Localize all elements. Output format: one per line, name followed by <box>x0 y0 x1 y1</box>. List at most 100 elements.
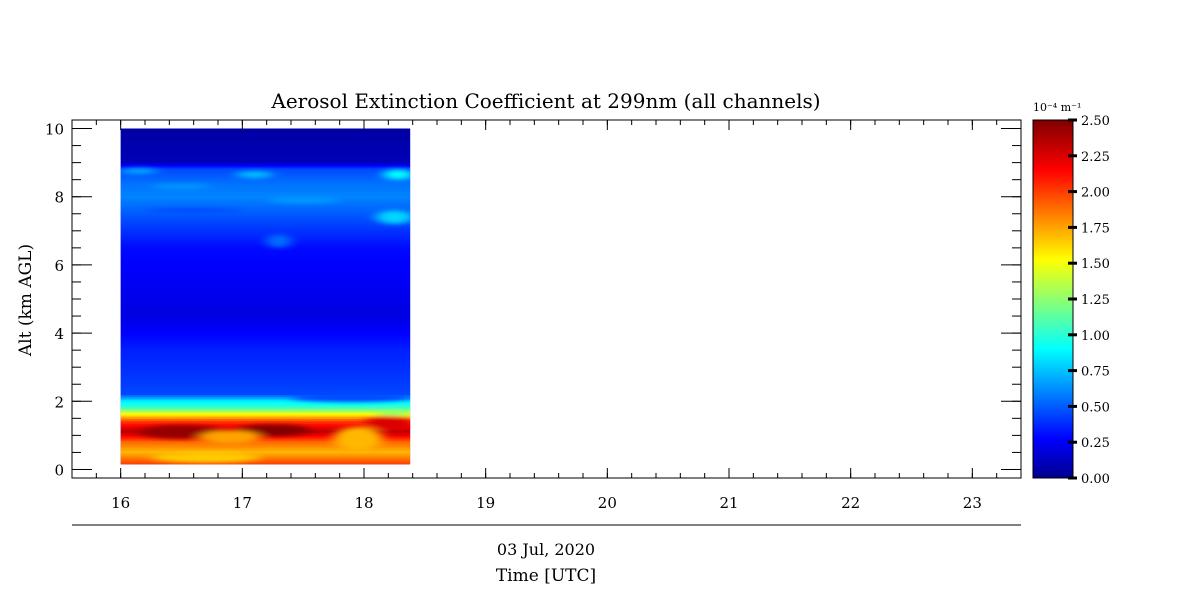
heatmap-cell <box>120 217 411 220</box>
heatmap-cell <box>120 181 411 184</box>
heatmap-cell <box>120 399 411 402</box>
chart-title: Aerosol Extinction Coefficient at 299nm … <box>270 89 820 113</box>
heatmap-cell <box>120 143 411 147</box>
heatmap-cell <box>120 135 411 138</box>
heatmap-cell <box>120 242 411 246</box>
heatmap-cell <box>120 186 411 189</box>
y-tick-label: 2 <box>54 393 64 411</box>
heatmap-cell <box>120 275 411 278</box>
heatmap-cell <box>120 176 411 179</box>
heatmap-cell <box>120 333 411 336</box>
heatmap-cell <box>120 162 411 165</box>
heatmap-cell <box>120 358 411 361</box>
y-tick-label: 4 <box>54 325 64 343</box>
x-axis-label: Time [UTC] <box>496 566 596 586</box>
heatmap-cell <box>120 454 411 457</box>
heatmap-feature <box>151 452 261 463</box>
heatmap-cell <box>120 309 411 312</box>
heatmap-feature <box>266 234 292 248</box>
heatmap-cell <box>120 159 411 162</box>
heatmap-cell <box>120 460 411 464</box>
heatmap-cell <box>120 227 411 230</box>
heatmap-cell <box>120 210 411 213</box>
heatmap-cell <box>120 140 411 143</box>
heatmap-feature <box>145 208 243 213</box>
heatmap-cell <box>120 285 411 288</box>
heatmap-cell <box>120 389 411 392</box>
heatmap-cell <box>120 288 411 292</box>
heatmap-cell <box>120 360 411 363</box>
heatmap-cell <box>120 268 411 271</box>
heatmap-cell <box>120 222 411 225</box>
heatmap-cell <box>120 353 411 356</box>
heatmap-cell <box>120 457 411 460</box>
heatmap-cell <box>120 201 411 205</box>
heatmap-cell <box>120 355 411 358</box>
heatmap-cell <box>120 408 411 411</box>
heatmap-cell <box>120 164 411 167</box>
heatmap-feature <box>236 171 273 178</box>
heatmap-cell <box>120 316 411 319</box>
heatmap-cell <box>120 350 411 353</box>
heatmap-cell <box>120 208 411 211</box>
heatmap-cell <box>120 166 411 169</box>
x-tick-label: 21 <box>719 494 738 512</box>
heatmap-cell <box>120 205 411 208</box>
heatmap-cell <box>120 297 411 300</box>
heatmap-cell <box>120 329 411 332</box>
heatmap-cell <box>120 273 411 276</box>
heatmap-cell <box>120 406 411 409</box>
heatmap-cell <box>120 264 411 268</box>
heatmap-cell <box>120 188 411 191</box>
heatmap-cell <box>120 251 411 254</box>
heatmap-cell <box>120 307 411 310</box>
heatmap-cell <box>120 326 411 329</box>
heatmap-cell <box>120 438 411 442</box>
heatmap-data <box>120 128 411 465</box>
heatmap-cell <box>120 138 411 142</box>
heatmap-cell <box>120 343 411 346</box>
date-label: 03 Jul, 2020 <box>497 540 595 559</box>
heatmap-cell <box>120 452 411 455</box>
heatmap-cell <box>120 290 411 293</box>
heatmap-cell <box>120 402 411 406</box>
heatmap-cell <box>120 276 411 280</box>
heatmap-cell <box>120 310 411 314</box>
heatmap-cell <box>120 261 411 264</box>
heatmap-cell <box>120 256 411 259</box>
heatmap-cell <box>120 169 411 172</box>
heatmap-feature <box>333 426 383 451</box>
x-tick-label: 22 <box>841 494 860 512</box>
heatmap-cell <box>120 317 411 321</box>
heatmap-cell <box>120 196 411 200</box>
heatmap-cell <box>120 206 411 210</box>
heatmap-cell <box>120 327 411 331</box>
heatmap-cell <box>120 370 411 373</box>
heatmap-cell <box>120 128 411 131</box>
heatmap-cell <box>120 271 411 275</box>
heatmap-feature <box>291 393 411 402</box>
heatmap-cell <box>120 254 411 257</box>
heatmap-cell <box>120 177 411 181</box>
heatmap-cell <box>120 218 411 222</box>
heatmap-cell <box>120 160 411 164</box>
heatmap-cell <box>120 322 411 326</box>
heatmap-cell <box>120 249 411 252</box>
heatmap-cell <box>120 145 411 148</box>
y-axis-ticks: 0 2 4 6 8 10 <box>45 121 1021 479</box>
heatmap-cell <box>120 246 411 249</box>
colorbar-tick-label: 1.00 <box>1081 329 1110 344</box>
heatmap-cell <box>120 266 411 269</box>
heatmap-cell <box>120 259 411 263</box>
y-tick-label: 10 <box>45 121 64 139</box>
heatmap-cell <box>120 263 411 266</box>
heatmap-cell <box>120 147 411 150</box>
heatmap-cell <box>120 435 411 438</box>
heatmap-cell <box>120 230 411 234</box>
heatmap-cell <box>120 247 411 251</box>
heatmap-cell <box>120 179 411 182</box>
heatmap-cell <box>120 292 411 295</box>
heatmap-cell <box>120 234 411 237</box>
heatmap-cell <box>120 336 411 339</box>
